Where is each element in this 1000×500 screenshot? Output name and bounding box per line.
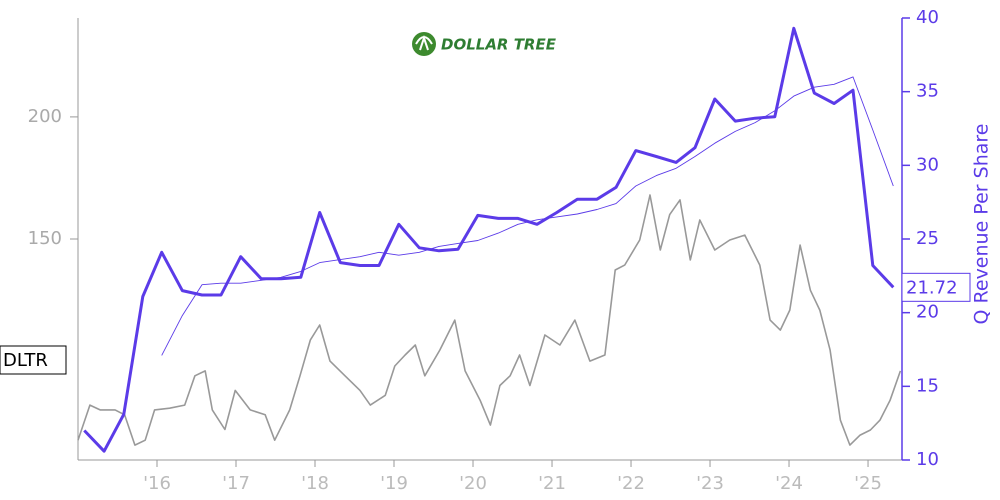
x-tick-label: '21	[538, 473, 566, 494]
y2-tick-label: 15	[916, 375, 939, 396]
x-tick-label: '19	[380, 473, 408, 494]
x-tick-label: '16	[143, 473, 171, 494]
series-line	[161, 76, 894, 356]
logo-text: DOLLAR TREE	[441, 36, 557, 54]
x-tick-label: '23	[696, 473, 724, 494]
x-tick-label: '20	[459, 473, 487, 494]
y2-tick-label: 40	[916, 7, 939, 28]
series-line	[77, 194, 902, 446]
y2-tick-label: 20	[916, 302, 939, 323]
x-tick-label: '22	[617, 473, 645, 494]
x-tick-label: '24	[775, 473, 803, 494]
logo: DOLLAR TREE	[412, 32, 557, 56]
series-line	[83, 26, 895, 453]
logo-icon	[412, 32, 436, 56]
y-tick-label: 200	[28, 106, 62, 127]
y2-tick-label: 30	[916, 154, 939, 175]
x-tick-label: '17	[222, 473, 250, 494]
ticker-box	[0, 345, 67, 375]
last-value-label: 21.72	[906, 277, 958, 298]
y2-axis-label: Q Revenue Per Share	[971, 124, 993, 325]
y2-tick-label: 35	[916, 81, 939, 102]
logo-icon-detail	[415, 34, 433, 51]
ticker-label: DLTR	[3, 350, 48, 371]
last-value-box	[901, 272, 971, 302]
y2-tick-label: 10	[916, 449, 939, 470]
x-tick-label: '18	[301, 473, 329, 494]
y-tick-label: 150	[28, 228, 62, 249]
y2-tick-label: 25	[916, 228, 939, 249]
x-tick-label: '25	[854, 473, 882, 494]
